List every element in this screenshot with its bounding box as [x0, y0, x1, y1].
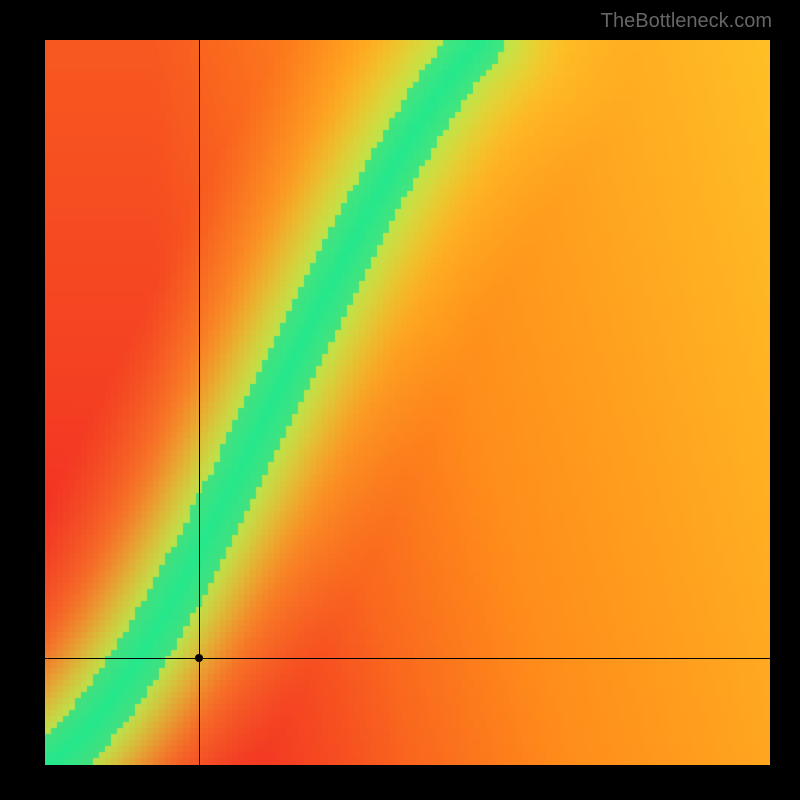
heatmap-plot — [45, 40, 770, 765]
crosshair-marker — [195, 654, 203, 662]
watermark-label: TheBottleneck.com — [601, 10, 772, 33]
crosshair-horizontal — [45, 658, 770, 659]
heatmap-canvas — [45, 40, 770, 765]
